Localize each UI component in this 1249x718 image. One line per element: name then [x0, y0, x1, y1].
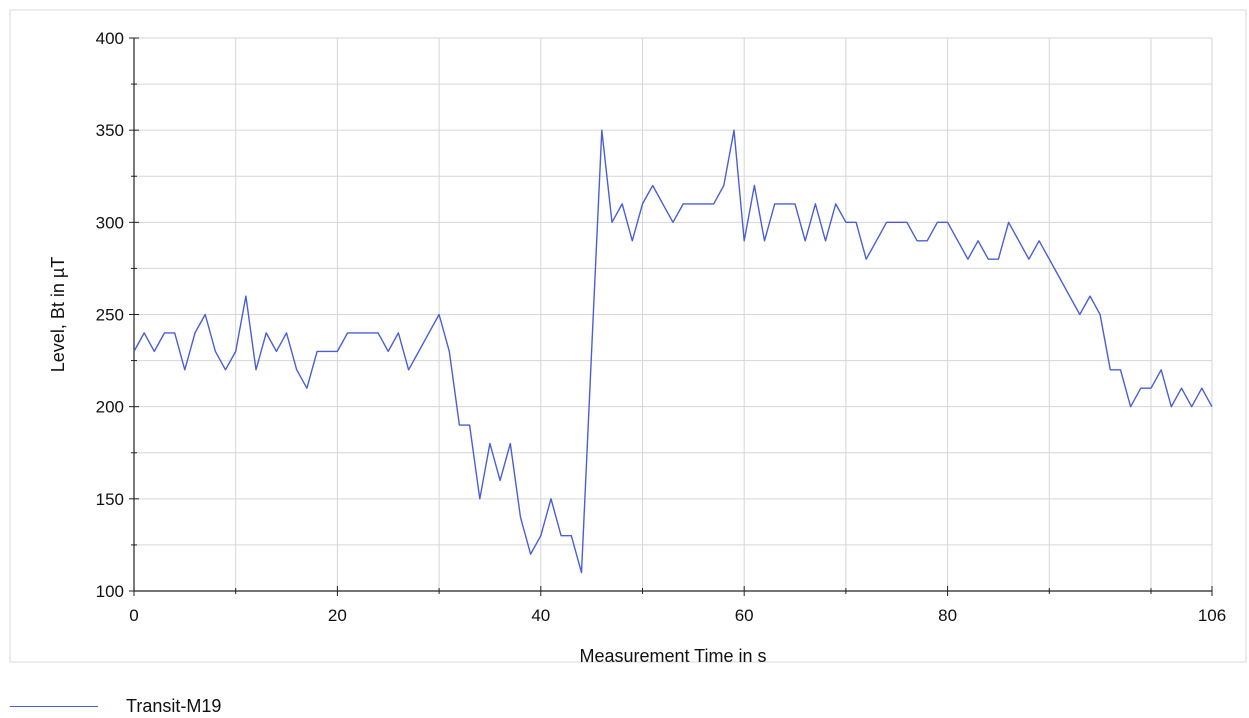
x-tick-label: 80	[938, 606, 957, 625]
y-tick-label: 350	[96, 121, 124, 140]
legend: Transit-M19	[10, 694, 221, 718]
y-tick-label: 300	[96, 213, 124, 232]
y-tick-label: 400	[96, 29, 124, 48]
series-line-transit-m19	[133, 129, 1213, 574]
x-tick-label: 20	[328, 606, 347, 625]
chart-frame	[9, 9, 1247, 663]
tick-labels: 0 20 40 60 80 106 100 150 200 250 300 350 400	[96, 29, 1227, 625]
y-axis-title: Level, Bt in µT	[48, 257, 68, 372]
axes	[129, 37, 1213, 596]
x-tick-label: 40	[531, 606, 550, 625]
x-axis-title: Measurement Time in s	[579, 646, 766, 666]
y-tick-label: 250	[96, 306, 124, 325]
x-tick-label: 0	[129, 606, 138, 625]
y-tick-label: 200	[96, 398, 124, 417]
x-tick-label: 106	[1198, 606, 1226, 625]
y-tick-label: 100	[96, 582, 124, 601]
y-tick-label: 150	[96, 490, 124, 509]
x-tick-label: 60	[735, 606, 754, 625]
series-layer	[133, 129, 1213, 574]
legend-swatch-transit-m19	[10, 705, 98, 707]
legend-label-transit-m19: Transit-M19	[126, 695, 222, 716]
